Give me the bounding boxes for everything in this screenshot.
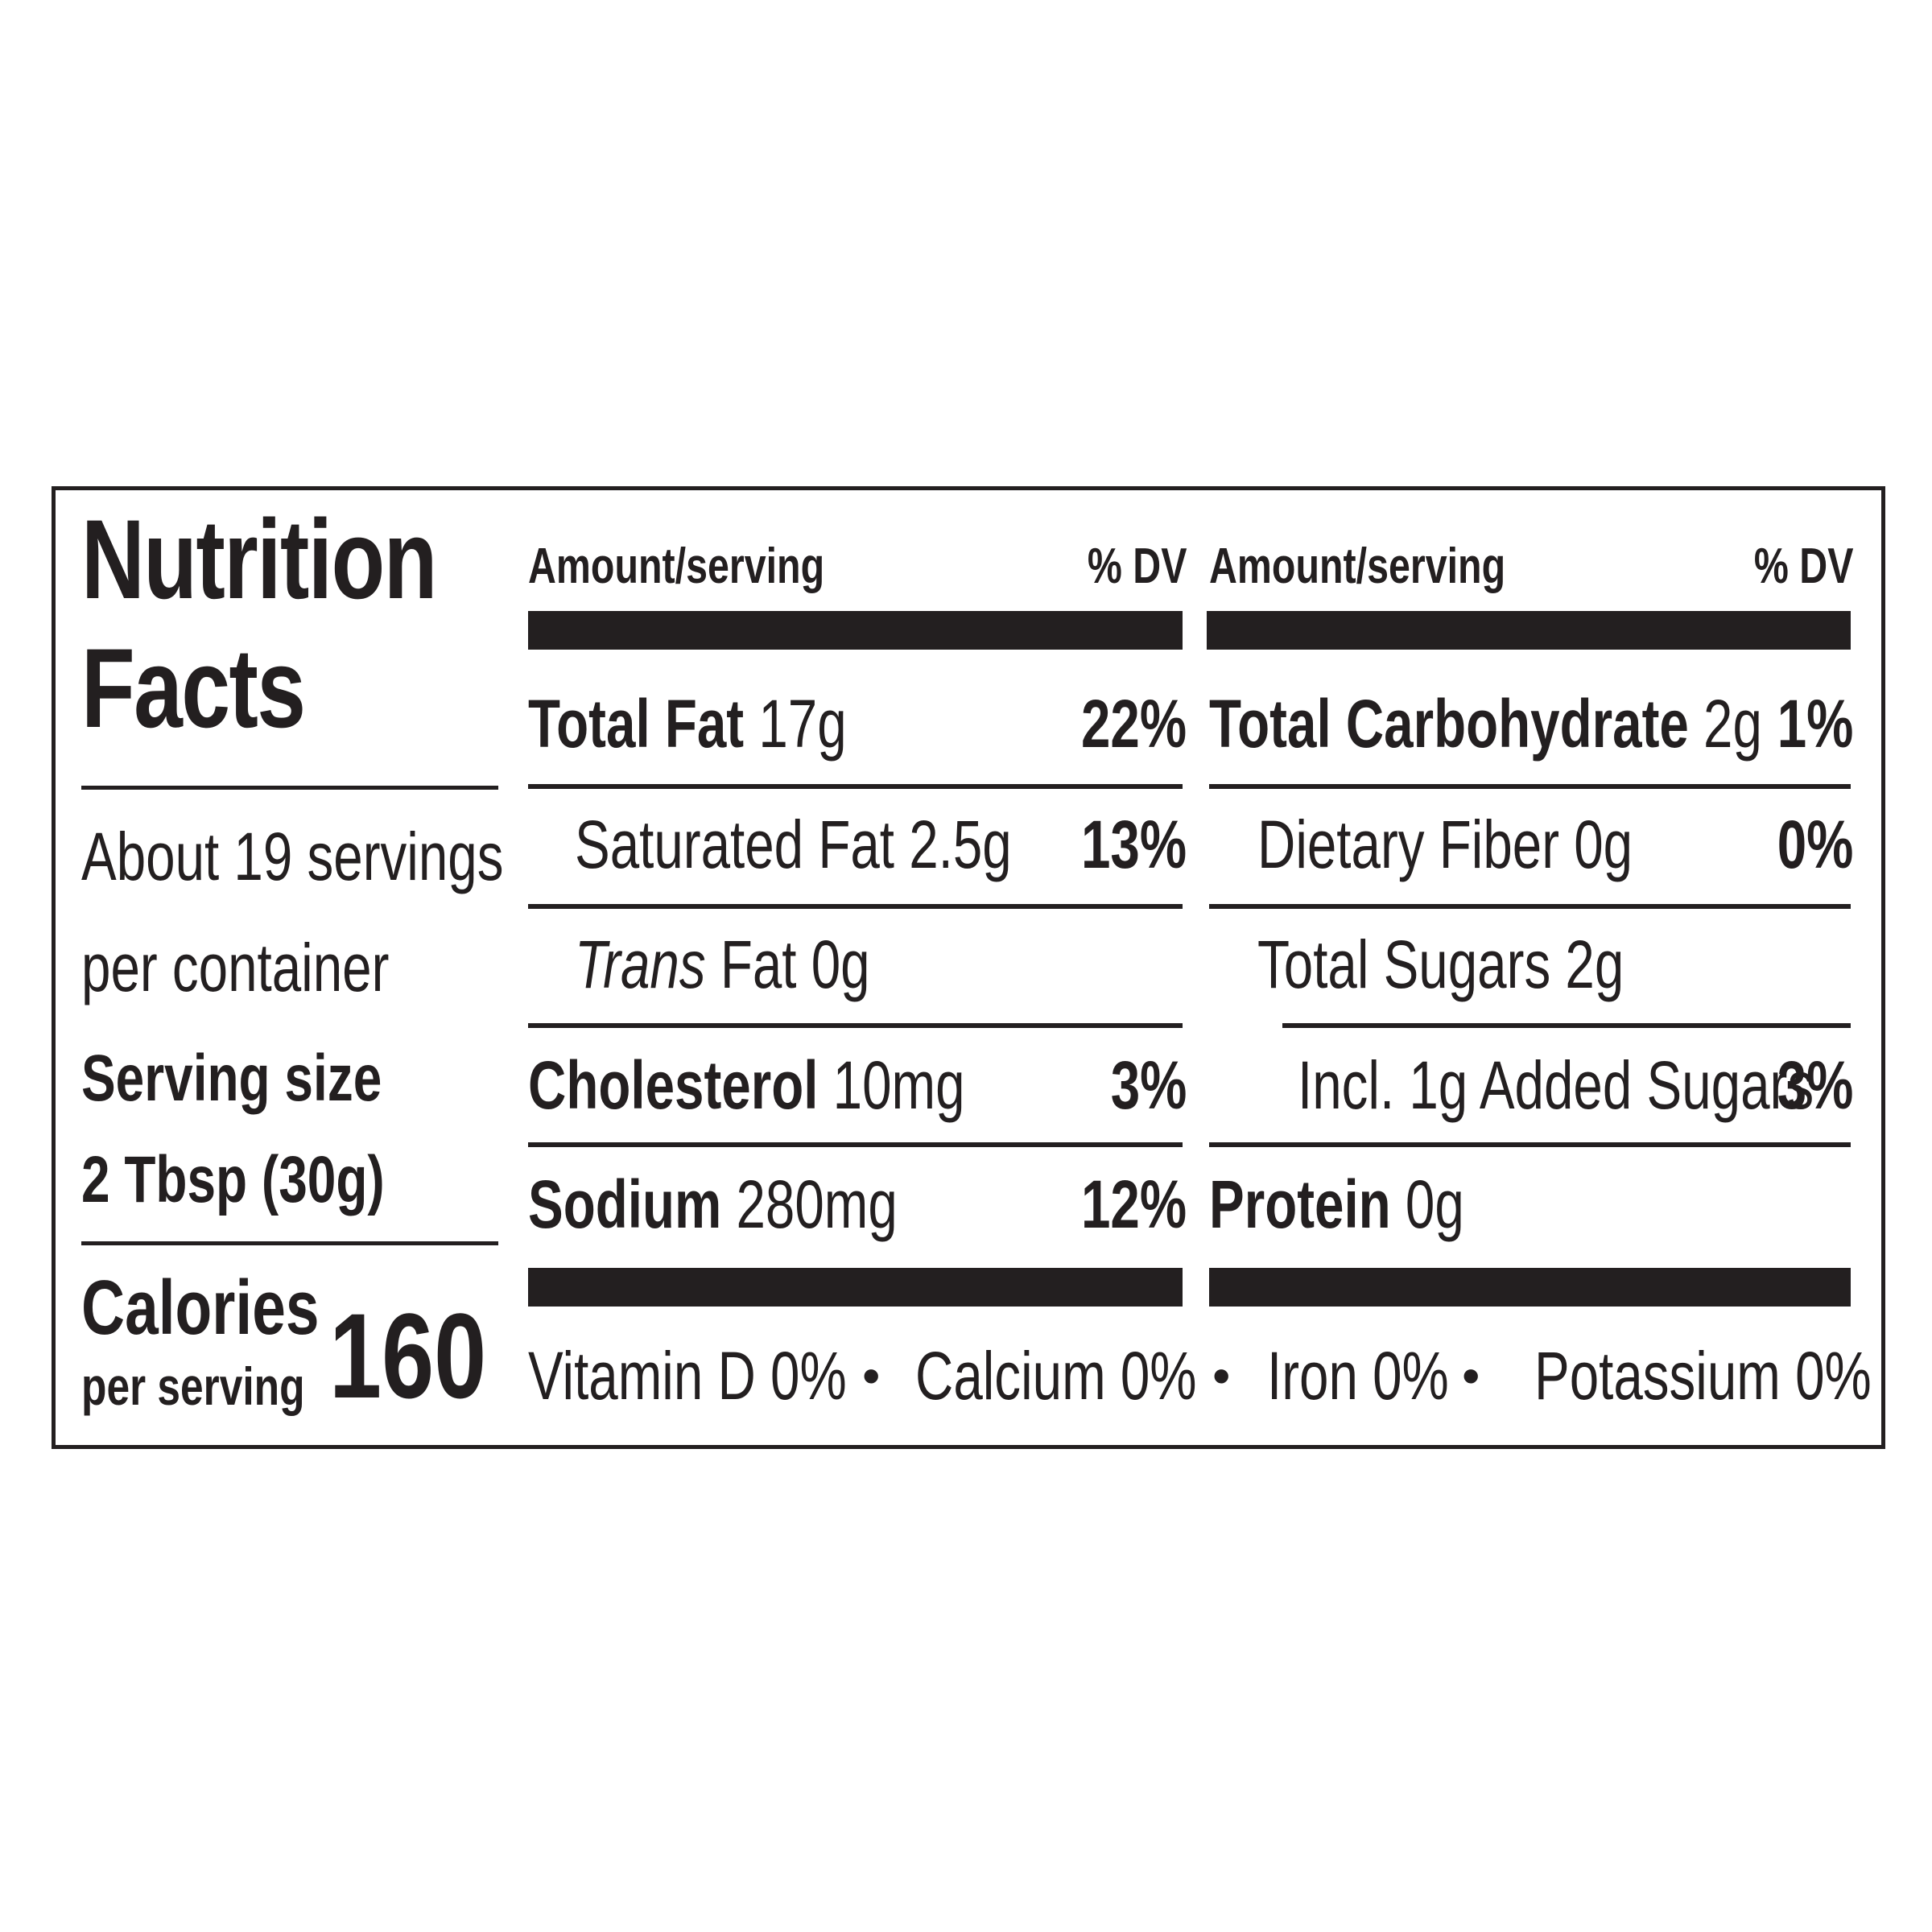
nutrient-amount: 0g <box>1405 1166 1464 1242</box>
nutrient-name: Sodium <box>528 1166 722 1242</box>
footer-potassium: Potassium 0% <box>1534 1338 1872 1414</box>
right-row-total-carbohydrate-dv: 1% <box>1777 686 1853 762</box>
nutrient-name: Trans <box>575 927 706 1002</box>
left-row-saturated-fat: Saturated Fat 2.5g <box>575 811 1135 878</box>
nutrient-name: Incl. 1g Added Sugars <box>1298 1047 1814 1123</box>
footer-iron: Iron 0% <box>1267 1338 1449 1414</box>
nutrient-amount: 0g <box>811 927 870 1002</box>
nutrient-amount: 0g <box>1574 807 1633 882</box>
calories-per-serving-label: per serving <box>81 1356 305 1416</box>
nutrition-facts-label: Nutrition Facts About 19 servings per co… <box>52 486 1885 1449</box>
servings-line-2: per container <box>81 930 390 1005</box>
right-header-dv: % DV <box>1753 539 1853 594</box>
left-row-saturated-fat-dv: 13% <box>1080 807 1187 882</box>
nutrient-name: Dietary Fiber <box>1257 807 1560 882</box>
footer-separator: • <box>1462 1347 1480 1405</box>
label-title: Nutrition Facts <box>81 496 536 751</box>
nutrient-name: Total Carbohydrate <box>1209 686 1689 762</box>
right-row-total-carbohydrate: Total Carbohydrate 2g <box>1209 690 1918 758</box>
right-row-dietary-fiber-dv: 0% <box>1777 807 1853 882</box>
nutrient-amount: 2g <box>1703 686 1762 762</box>
title-line-2: Facts <box>81 625 306 751</box>
right-row-divider <box>1209 904 1851 909</box>
nutrient-amount: 2g <box>1565 927 1624 1002</box>
calories-label: Calories <box>81 1265 320 1351</box>
nutrient-amount: 2.5g <box>909 807 1012 882</box>
nutrient-name: Protein <box>1209 1166 1391 1242</box>
footer-separator: • <box>862 1347 881 1405</box>
left-row-sodium: Sodium 280mg <box>528 1170 1001 1238</box>
right-row-dietary-fiber: Dietary Fiber 0g <box>1257 811 1739 878</box>
servings-per-container-2: per container <box>81 934 476 1001</box>
servings-line-1: About 19 servings <box>81 819 504 894</box>
left-thick-bar-bottom <box>528 1268 1183 1307</box>
right-row-protein: Protein 0g <box>1209 1170 1536 1238</box>
nutrient-name: Total Fat <box>528 686 745 762</box>
left-thick-bar-top <box>528 611 1183 650</box>
right-row-total-sugars: Total Sugars 2g <box>1257 931 1728 998</box>
nutrient-name: Saturated Fat <box>575 807 894 882</box>
nutrient-amount: 17g <box>758 686 847 762</box>
calories-value: 160 <box>329 1288 487 1423</box>
footer-vitamin-d: Vitamin D 0% <box>528 1338 847 1414</box>
left-header-amount: Amount/serving <box>528 539 825 594</box>
left-row-total-fat-dv: 22% <box>1080 686 1187 762</box>
right-row-divider-indented <box>1282 1023 1851 1028</box>
panel-divider-bottom <box>81 1241 498 1245</box>
title-line-1: Nutrition <box>81 496 437 622</box>
right-thick-bar-bottom <box>1209 1268 1851 1307</box>
footer-calcium: Calcium 0% <box>915 1338 1197 1414</box>
nutrient-amount: 10mg <box>832 1047 965 1123</box>
right-thick-bar-top <box>1207 611 1851 650</box>
left-row-divider <box>528 784 1183 789</box>
nutrient-name: Cholesterol <box>528 1047 819 1123</box>
left-row-cholesterol: Cholesterol 10mg <box>528 1051 1088 1119</box>
left-row-cholesterol-dv: 3% <box>1110 1047 1187 1123</box>
serving-size-label: Serving size <box>81 1042 382 1115</box>
left-header-dv: % DV <box>1087 539 1187 594</box>
servings-per-container: About 19 servings <box>81 823 622 890</box>
left-row-divider <box>528 904 1183 909</box>
right-header-amount: Amount/serving <box>1209 539 1506 594</box>
right-row-divider <box>1209 1142 1851 1147</box>
left-row-total-fat: Total Fat 17g <box>528 690 936 758</box>
right-row-added-sugars-dv: 3% <box>1777 1047 1853 1123</box>
footer-separator: • <box>1212 1347 1231 1405</box>
left-row-divider <box>528 1023 1183 1028</box>
left-row-divider <box>528 1142 1183 1147</box>
right-row-divider <box>1209 784 1851 789</box>
right-row-added-sugars: Incl. 1g Added Sugars <box>1298 1051 1932 1119</box>
nutrient-name: Total Sugars <box>1257 927 1551 1002</box>
left-row-sodium-dv: 12% <box>1080 1166 1187 1242</box>
panel-divider-top <box>81 786 498 790</box>
serving-size-value: 2 Tbsp (30g) <box>81 1143 385 1216</box>
nutrient-amount: 280mg <box>736 1166 898 1242</box>
left-row-trans-fat: Trans Fat 0g <box>575 927 870 1002</box>
